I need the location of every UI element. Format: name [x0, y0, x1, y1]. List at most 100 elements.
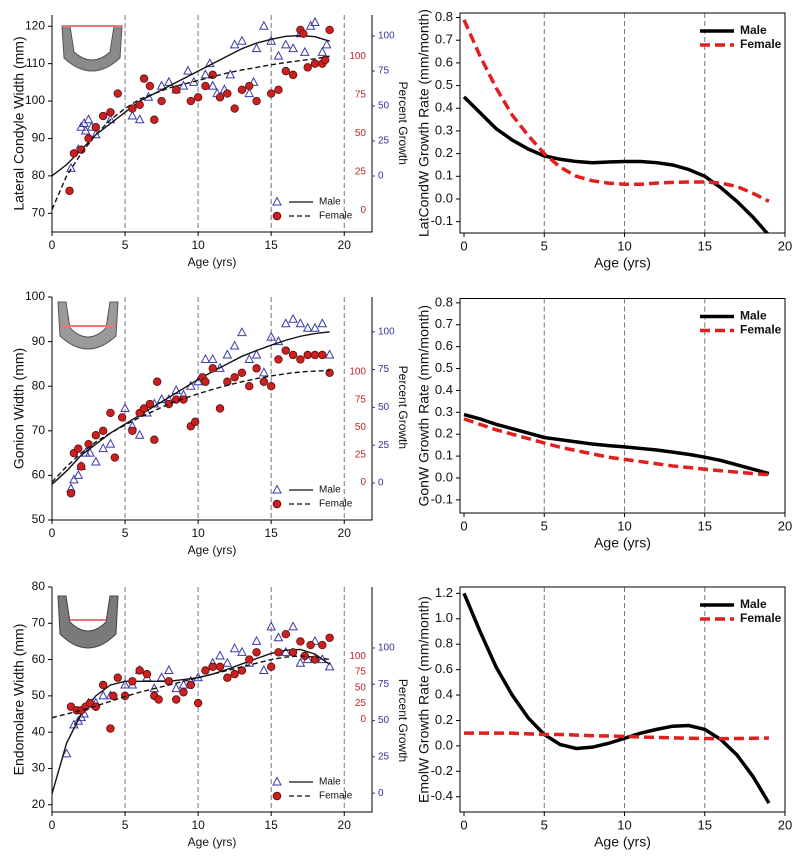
legend-label: Male — [319, 197, 341, 208]
female-point — [139, 74, 149, 83]
y-tick-label: 0.0 — [435, 190, 453, 205]
male-point — [200, 69, 211, 79]
x-axis-label: Age (yrs) — [594, 255, 651, 271]
y-tick-label: 60 — [32, 652, 46, 666]
male-point — [225, 69, 236, 79]
x-tick-label: 15 — [264, 526, 278, 540]
male-point — [204, 58, 215, 68]
y-tick-label: 0.3 — [435, 404, 453, 419]
male-point — [98, 443, 108, 453]
male-point — [273, 632, 284, 642]
male-point — [229, 340, 240, 350]
female-point — [318, 350, 327, 360]
male-point — [229, 643, 240, 653]
male-point — [200, 353, 211, 363]
male-point — [66, 162, 76, 172]
female-point — [230, 669, 239, 679]
x-tick-label: 5 — [122, 526, 129, 540]
male-point — [251, 349, 262, 359]
percent-tick-label: 25 — [378, 136, 390, 147]
percent-tick-label: 100 — [378, 643, 395, 654]
female-point — [106, 108, 115, 117]
legend-marker — [272, 791, 282, 801]
female-point — [145, 399, 155, 409]
female-point — [310, 350, 320, 360]
female-point — [193, 93, 203, 102]
female-point — [69, 149, 79, 158]
female-point — [281, 629, 290, 639]
male-point — [183, 65, 193, 75]
male-point — [280, 39, 291, 49]
plot-area — [463, 412, 770, 477]
male-point — [317, 46, 328, 56]
female-point — [288, 350, 298, 360]
y-axis-label: GonW Growth Rate (mm/month) — [416, 305, 432, 507]
female-point — [172, 85, 181, 95]
y-tick-label: 20 — [32, 797, 46, 811]
female-point — [252, 648, 261, 657]
y-tick-label: 0.4 — [435, 382, 453, 397]
female-point — [274, 355, 283, 364]
axis-lines — [51, 15, 373, 233]
male-point — [120, 679, 130, 689]
y-tick-label: 30 — [32, 761, 46, 775]
percent-tick-label: 50 — [355, 682, 367, 693]
percent-tick-label: 75 — [355, 667, 367, 678]
x-tick-label: 5 — [541, 238, 548, 253]
plot-frame — [459, 298, 786, 514]
jaw-icon — [57, 595, 119, 649]
x-tick-label: 10 — [191, 818, 205, 832]
y-tick-label: 80 — [32, 378, 46, 392]
male-point — [215, 650, 225, 660]
female-point — [193, 698, 203, 708]
y-tick-label: -0.1 — [431, 213, 453, 228]
female-point — [201, 377, 210, 386]
y-axis-label: Lateral Condyle Width (mm) — [11, 36, 27, 210]
male-point — [266, 621, 277, 631]
female-point — [106, 724, 115, 733]
x-tick-label: 10 — [617, 238, 631, 253]
male-point — [273, 336, 284, 346]
y-tick-label: -0.1 — [431, 491, 453, 506]
female-point — [113, 89, 122, 98]
female-point — [296, 637, 305, 646]
plot-frame — [459, 586, 786, 813]
percent-tick-label: 100 — [349, 51, 366, 62]
legend-label: Male — [740, 597, 767, 611]
female-point — [190, 417, 200, 427]
male-point — [244, 88, 255, 98]
plot-area — [52, 16, 334, 210]
percent-axis-label: Percent Growth — [396, 679, 410, 762]
legend-marker — [272, 211, 282, 221]
female-point — [223, 673, 232, 682]
male-point — [288, 43, 298, 53]
y-tick-label: 0.4 — [435, 686, 453, 701]
x-tick-label: 10 — [191, 526, 205, 540]
rate-chart: 0 5 10 15 20 -0.4 -0.2 0.0 0.2 0.4 0.6 0.8 1.0 1.2 Age… — [416, 585, 793, 850]
fit-line — [52, 369, 330, 483]
female-point — [91, 431, 101, 440]
male-point — [251, 43, 262, 53]
female-point — [84, 134, 93, 143]
male-point — [120, 402, 130, 412]
percent-tick-label: 25 — [378, 751, 390, 762]
female-point — [296, 355, 305, 364]
percent-tick-label: 100 — [378, 31, 395, 42]
female-point — [266, 89, 276, 98]
y-tick-label: -0.2 — [431, 763, 453, 778]
male-point — [127, 110, 138, 120]
female-point — [128, 104, 137, 113]
male-point — [61, 748, 72, 758]
legend-label: Male — [740, 309, 767, 323]
legend-marker — [272, 196, 282, 206]
female-point — [266, 382, 276, 391]
percent-tick-label: 0 — [378, 788, 384, 799]
y-tick-label: 0.0 — [435, 469, 453, 484]
female-point — [157, 96, 166, 106]
legend-marker — [272, 484, 282, 494]
female-point — [110, 453, 120, 462]
percent-tick-label: 50 — [355, 128, 367, 139]
male-point — [310, 322, 320, 332]
female-point — [245, 382, 254, 391]
